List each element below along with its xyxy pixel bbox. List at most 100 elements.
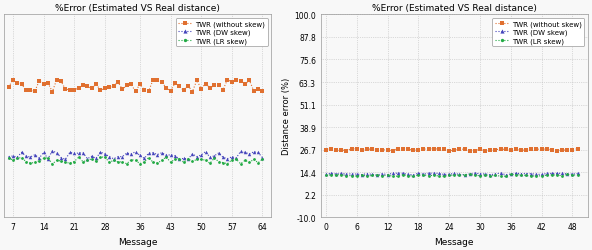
TWR (without skew) [528, 148, 535, 151]
TWR (LR skew) [198, 158, 205, 161]
TWR (LR skew) [333, 174, 340, 176]
TWR (without skew) [5, 86, 12, 89]
TWR (without skew) [379, 148, 386, 152]
TWR (LR skew) [384, 174, 391, 177]
TWR (without skew) [384, 149, 391, 152]
TWR (without skew) [389, 150, 396, 152]
TWR (DW skew) [466, 173, 473, 176]
TWR (LR skew) [31, 161, 38, 164]
TWR (without skew) [574, 148, 581, 150]
TWR (LR skew) [430, 174, 437, 177]
TWR (DW skew) [456, 173, 463, 176]
TWR (DW skew) [533, 173, 540, 176]
TWR (without skew) [348, 148, 355, 150]
TWR (without skew) [471, 150, 478, 152]
TWR (LR skew) [348, 174, 355, 177]
TWR (LR skew) [322, 174, 329, 177]
TWR (without skew) [327, 148, 334, 150]
X-axis label: Message: Message [118, 237, 157, 246]
TWR (without skew) [53, 79, 60, 82]
TWR (without skew) [363, 148, 371, 151]
TWR (LR skew) [415, 174, 422, 177]
TWR (DW skew) [410, 174, 417, 177]
TWR (without skew) [569, 149, 576, 152]
Line: TWR (LR skew): TWR (LR skew) [7, 156, 264, 166]
TWR (DW skew) [430, 172, 437, 175]
TWR (LR skew) [466, 173, 473, 176]
TWR (without skew) [374, 148, 381, 152]
TWR (DW skew) [79, 152, 86, 155]
TWR (DW skew) [502, 174, 509, 176]
TWR (DW skew) [477, 172, 484, 176]
TWR (DW skew) [369, 173, 376, 176]
TWR (LR skew) [446, 174, 453, 177]
TWR (DW skew) [446, 173, 453, 176]
TWR (without skew) [404, 148, 411, 151]
TWR (without skew) [79, 84, 86, 87]
TWR (LR skew) [259, 158, 266, 161]
TWR (without skew) [497, 148, 504, 151]
TWR (DW skew) [363, 172, 371, 176]
TWR (DW skew) [564, 173, 571, 176]
TWR (without skew) [487, 149, 494, 152]
TWR (LR skew) [456, 174, 463, 177]
TWR (DW skew) [404, 173, 411, 176]
TWR (LR skew) [44, 157, 52, 160]
TWR (LR skew) [163, 156, 170, 159]
TWR (LR skew) [564, 173, 571, 176]
TWR (DW skew) [44, 158, 52, 160]
TWR (without skew) [461, 148, 468, 151]
TWR (LR skew) [410, 175, 417, 178]
TWR (without skew) [31, 90, 38, 94]
TWR (DW skew) [333, 172, 340, 176]
TWR (DW skew) [492, 172, 499, 176]
TWR (LR skew) [512, 174, 519, 176]
TWR (LR skew) [389, 175, 396, 178]
TWR (DW skew) [451, 172, 458, 175]
TWR (LR skew) [461, 174, 468, 177]
TWR (LR skew) [353, 175, 361, 178]
TWR (LR skew) [477, 174, 484, 178]
TWR (without skew) [415, 149, 422, 152]
TWR (without skew) [14, 82, 21, 85]
TWR (DW skew) [517, 172, 525, 176]
TWR (DW skew) [145, 152, 152, 155]
Title: %Error (Estimated VS Real distance): %Error (Estimated VS Real distance) [372, 4, 537, 13]
TWR (without skew) [559, 149, 566, 152]
TWR (without skew) [369, 148, 376, 151]
TWR (LR skew) [548, 174, 555, 177]
TWR (LR skew) [471, 174, 478, 177]
TWR (without skew) [145, 90, 152, 93]
TWR (without skew) [259, 90, 266, 94]
TWR (LR skew) [75, 156, 82, 159]
TWR (DW skew) [559, 172, 566, 175]
TWR (LR skew) [528, 175, 535, 178]
TWR (DW skew) [394, 172, 401, 175]
TWR (without skew) [435, 148, 442, 151]
TWR (LR skew) [49, 163, 56, 166]
TWR (without skew) [44, 82, 52, 85]
TWR (DW skew) [338, 172, 345, 175]
TWR (without skew) [543, 148, 551, 151]
TWR (DW skew) [523, 172, 530, 176]
TWR (without skew) [477, 148, 484, 151]
TWR (LR skew) [497, 175, 504, 178]
TWR (without skew) [502, 148, 509, 151]
TWR (without skew) [49, 91, 56, 94]
TWR (DW skew) [400, 172, 407, 175]
TWR (DW skew) [554, 172, 561, 175]
Line: TWR (without skew): TWR (without skew) [324, 147, 580, 153]
TWR (DW skew) [497, 172, 504, 175]
TWR (DW skew) [461, 174, 468, 176]
TWR (without skew) [492, 148, 499, 152]
TWR (without skew) [446, 150, 453, 152]
TWR (DW skew) [358, 174, 365, 176]
TWR (DW skew) [322, 173, 329, 176]
TWR (DW skew) [569, 173, 576, 176]
TWR (without skew) [400, 148, 407, 151]
TWR (LR skew) [5, 156, 12, 160]
TWR (without skew) [358, 149, 365, 152]
TWR (without skew) [440, 148, 448, 151]
TWR (without skew) [322, 149, 329, 152]
TWR (without skew) [564, 149, 571, 152]
